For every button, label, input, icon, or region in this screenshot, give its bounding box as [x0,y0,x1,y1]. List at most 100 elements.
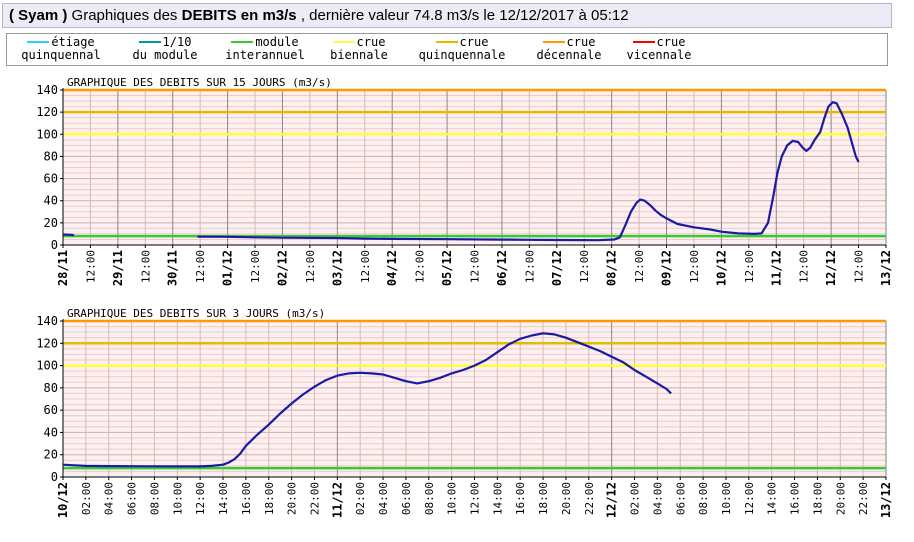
x-tick-label: 12/12 [824,250,838,286]
x-tick-label: 12:00 [743,482,756,515]
chart-3-days: 0 20 40 60 80 100 120 140 10/12 02:00 04:00 06:00 08… [36,307,893,518]
x-tick-label: 04:00 [651,482,664,515]
x-tick-label: 14:00 [491,482,504,515]
legend-label-2: décennale [536,48,602,62]
x-tick-label: 18:00 [811,482,824,515]
y-tick-label: 20 [44,448,58,462]
legend-label-2: interannuel [225,48,305,62]
x-tick-label: 11/12 [330,482,344,518]
legend-item-crue-quinquennale: crue quinquennale [407,36,517,62]
discharge-series-line [62,233,75,237]
legend-label-1: crue [566,35,596,49]
legend-item-crue-biennale: crue biennale [317,36,401,62]
y-tick-label: 100 [36,127,58,141]
y-tick-label: 40 [44,425,58,439]
x-tick-label: 20:00 [560,482,573,515]
x-tick-label: 13/12 [879,250,893,286]
x-tick-label: 16:00 [789,482,802,515]
legend-label-1: crue [356,35,386,49]
x-tick-label: 12:00 [523,250,536,283]
x-tick-label: 04:00 [103,482,116,515]
x-tick-label: 12:00 [688,250,701,283]
x-tick-label: 28/11 [56,250,70,286]
x-tick-label: 12:00 [633,250,646,283]
x-tick-label: 20:00 [286,482,299,515]
x-tick-label: 02/12 [275,250,289,286]
x-tick-label: 04/12 [385,250,399,286]
x-tick-label: 02:00 [354,482,367,515]
x-tick-label: 12:00 [853,250,866,283]
y-tick-label: 60 [44,172,58,186]
y-tick-label: 0 [51,470,58,484]
legend-swatch [27,40,50,43]
x-tick-label: 18:00 [263,482,276,515]
x-tick-label: 12:00 [249,250,262,283]
legend-label-1: étiage [51,35,95,49]
header-measure: DEBITS en m3/s [181,7,297,24]
chart-15-days: 0 20 40 60 80 100 120 140 28/11 12:00 29/11 12:00 30… [36,76,893,286]
legend-label-2: biennale [330,48,388,62]
x-tick-label: 12:00 [578,250,591,283]
legend-swatch [435,40,458,43]
x-tick-label: 12:00 [304,250,317,283]
header-pre-text: Graphiques des [67,7,182,24]
x-tick-label: 08:00 [423,482,436,515]
x-tick-label: 29/11 [111,250,125,286]
y-tick-label: 40 [44,194,58,208]
x-tick-label: 12:00 [194,250,207,283]
x-tick-label: 10/12 [714,250,728,286]
x-tick-label: 12:00 [139,250,152,283]
y-tick-label: 60 [44,403,58,417]
x-tick-label: 06/12 [495,250,509,286]
y-tick-label: 0 [51,238,58,252]
legend-swatch [231,40,254,43]
legend-item-dixieme-module: 1/10 du module [119,36,211,62]
x-tick-label: 08:00 [148,482,161,515]
legend-item-module: module interannuel [215,36,315,62]
legend-swatch [332,40,355,43]
legend-swatch [632,40,655,43]
x-tick-label: 09/12 [660,250,674,286]
chart-header: ( Syam ) Graphiques des DEBITS en m3/s ,… [2,3,892,28]
x-tick-label: 03/12 [330,250,344,286]
x-tick-label: 12:00 [84,250,97,283]
x-tick-label: 05/12 [440,250,454,286]
threshold-legend: étiage quinquennal 1/10 du module module… [6,33,888,66]
x-tick-label: 02:00 [629,482,642,515]
y-tick-label: 120 [36,105,58,119]
x-tick-label: 06:00 [674,482,687,515]
y-tick-label: 80 [44,149,58,163]
x-tick-label: 01/12 [221,250,235,286]
x-tick-label: 08/12 [605,250,619,286]
y-tick-label: 100 [36,359,58,373]
y-tick-label: 140 [36,314,58,328]
x-tick-label: 16:00 [514,482,527,515]
legend-label-2: quinquennal [21,48,101,62]
chart-title: GRAPHIQUE DES DEBITS SUR 3 JOURS (m3/s) [67,307,325,320]
x-tick-label: 04:00 [377,482,390,515]
legend-swatch [542,40,565,43]
x-tick-label: 12:00 [359,250,372,283]
chart-title: GRAPHIQUE DES DEBITS SUR 15 JOURS (m3/s) [67,76,332,89]
legend-item-crue-decennale: crue décennale [523,36,615,62]
legend-label-2: quinquennale [418,48,506,62]
x-tick-label: 22:00 [857,482,870,515]
y-tick-label: 120 [36,336,58,350]
legend-label-1: module [255,35,299,49]
legend-label-1: 1/10 [162,35,192,49]
x-tick-label: 12/12 [605,482,619,518]
x-tick-label: 14:00 [217,482,230,515]
header-last-value: , dernière valeur 74.8 m3/s le 12/12/201… [296,7,629,24]
x-tick-label: 20:00 [834,482,847,515]
x-tick-label: 22:00 [583,482,596,515]
x-tick-label: 06:00 [400,482,413,515]
station-name: ( Syam ) [9,7,68,24]
x-tick-label: 12:00 [469,250,482,283]
x-tick-label: 10/12 [56,482,70,518]
legend-item-crue-vicennale: crue vicennale [613,36,705,62]
legend-label-2: vicennale [626,48,692,62]
x-tick-label: 18:00 [537,482,550,515]
discharge-series-line [62,332,672,468]
x-tick-label: 10:00 [720,482,733,515]
x-tick-label: 30/11 [166,250,180,286]
